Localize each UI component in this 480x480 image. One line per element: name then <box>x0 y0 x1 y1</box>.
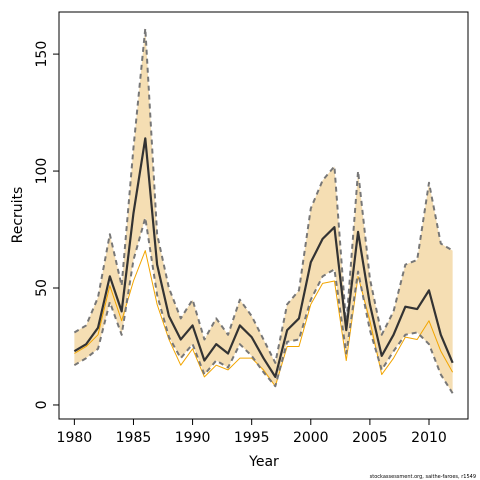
lower-bound-line <box>73 216 454 394</box>
confidence-band <box>74 28 453 394</box>
y-tick-label: 50 <box>34 279 50 297</box>
y-tick-label: 100 <box>34 158 50 185</box>
x-tick-label: 1990 <box>175 430 211 446</box>
y-axis: 0 50 100 150 <box>34 41 59 410</box>
confidence-band-area <box>74 28 453 394</box>
x-axis: 1980 1985 1990 1995 2000 2005 2010 <box>57 419 447 446</box>
plot-frame <box>58 11 469 420</box>
alternate-estimate-line <box>74 250 454 387</box>
upper-bound-line <box>73 27 454 364</box>
x-tick-label: 2010 <box>411 430 447 446</box>
y-tick-label: 0 <box>34 401 50 410</box>
y-tick-label: 150 <box>34 41 50 68</box>
x-tick-label: 2000 <box>293 430 329 446</box>
y-axis-title: Recruits <box>10 187 26 244</box>
x-tick-label: 2005 <box>352 430 388 446</box>
credit-text: stockassessment.org, saithe-faroes, r154… <box>370 474 476 480</box>
x-axis-title: Year <box>248 454 279 470</box>
estimate-line <box>73 137 454 378</box>
x-tick-label: 1980 <box>57 430 93 446</box>
x-tick-label: 1985 <box>116 430 152 446</box>
x-tick-label: 1995 <box>234 430 270 446</box>
series-lines <box>73 27 454 394</box>
